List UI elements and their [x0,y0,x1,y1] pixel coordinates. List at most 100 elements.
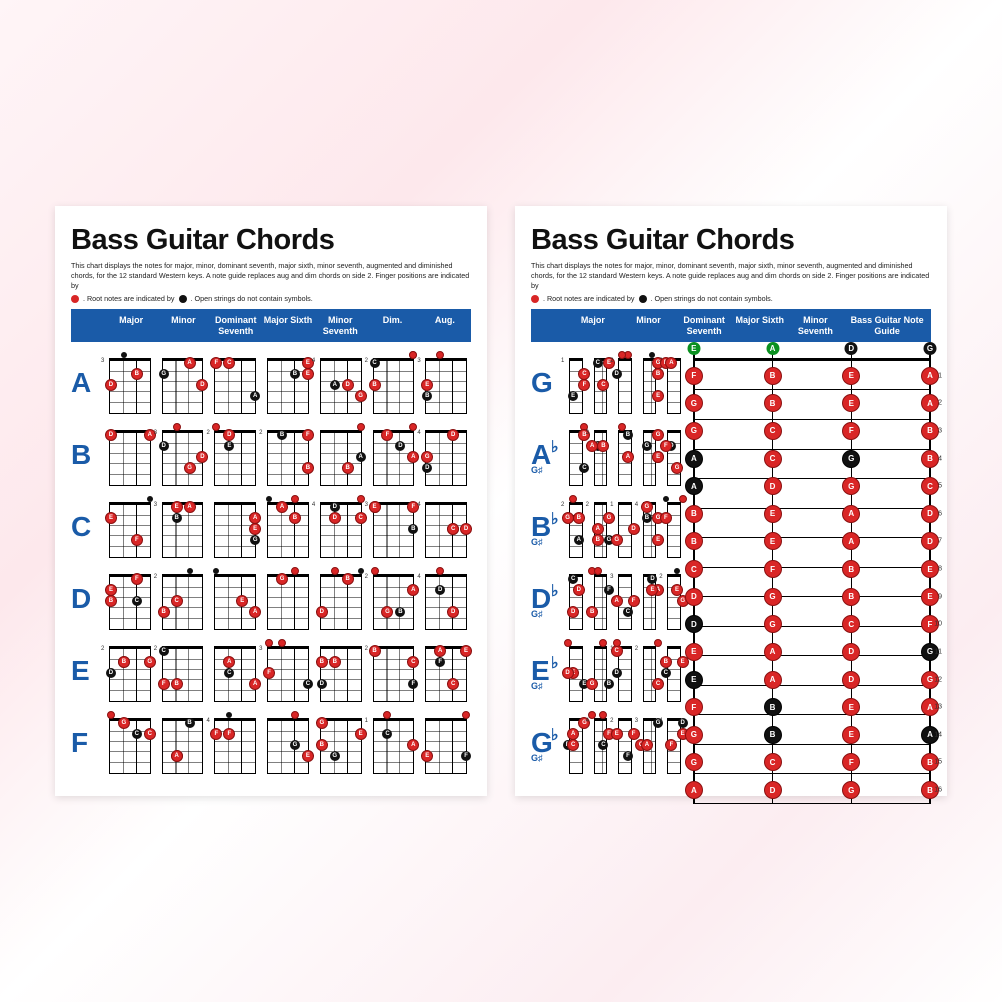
key-label: G [531,371,565,395]
fret-note: G [842,477,860,495]
key-label: E [71,659,105,683]
chord-diagram: 2ED [210,424,260,486]
chord-diagram: DAE [639,568,661,630]
fret-note: E [921,588,939,606]
chord-row: E♭G♯EEDBG1DC2CCBE [531,640,685,702]
chord-diagram: DBB [316,640,366,702]
fret-note: D [685,588,703,606]
chord-diagram: BEE [263,352,313,414]
chord-diagram: 1CA [369,712,419,774]
chord-diagram: 4BGGE [639,496,661,558]
finger-dot-icon [71,295,79,303]
subtitle-2: This chart displays the notes for major,… [531,261,931,290]
key-label: E♭G♯ [531,659,565,683]
fret-note: B [921,422,939,440]
fret-note: B [764,726,782,744]
fret-note: A [921,367,939,385]
chord-diagram: GEA [210,496,260,558]
key-label: B [71,443,105,467]
chord-row: G1ECFCCE2DEBG2AEA [531,352,685,414]
fret-note: F [842,422,860,440]
fret-note: C [764,422,782,440]
fret-note: D [842,643,860,661]
chord-rows-2: G1ECFCCE2DEBG2AEAA♭G♯CB3GBABAGGFEDFGB♭G♯… [531,352,685,774]
fret-note: F [842,753,860,771]
chord-diagram: BA [614,424,636,486]
fret-note: G [764,615,782,633]
chord-diagram: BG [590,640,612,702]
chord-row: CFE3BAEGEAAB4DDC3BEFE4DACD [71,496,471,558]
chord-diagram: CB [565,424,587,486]
root-dot-icon [639,295,647,303]
chord-diagram: 4CF [590,712,612,774]
chord-diagram: 2AEA [663,352,685,414]
chord-diagram: 4DFE [663,712,685,774]
poster-side-1: Bass Guitar Chords This chart displays t… [55,206,487,796]
fret-note: F [764,560,782,578]
fret-note: G [685,422,703,440]
chord-row: D♭G♯CDDFB3CAFDAE2GE [531,568,685,630]
chord-diagram: CDD [565,568,587,630]
key-label: C [71,515,105,539]
chord-diagram: 4FF [210,712,260,774]
fret-note: E [842,698,860,716]
chord-diagram: GE [263,712,313,774]
chord-diagram: 3DB [105,352,155,414]
poster-side-2: Bass Guitar Chords This chart displays t… [515,206,947,796]
chord-diagram: 3CAF [614,568,636,630]
fret-note: D [842,671,860,689]
fret-note: D [764,781,782,799]
fret-note: G [685,726,703,744]
chord-diagram: 3GBA [590,424,612,486]
chord-diagram: 2FEF [614,712,636,774]
title-2: Bass Guitar Chords [531,224,931,257]
fret-note: B [842,560,860,578]
fret-note: D [764,477,782,495]
chord-diagram: AB [263,496,313,558]
chord-diagram: 3CF [263,640,313,702]
chord-diagram: 2GBAG [590,496,612,558]
open-note: D [845,342,858,355]
chord-diagram: 1DGD [614,496,636,558]
legend-2: . Root notes are indicated by . Open str… [531,294,931,303]
chord-diagram: AFC [210,352,260,414]
fret-note: G [685,394,703,412]
chord-diagram: 3GGA [639,712,661,774]
chord-diagram: BBA [158,712,208,774]
root-dot-icon [179,295,187,303]
chord-diagram: CBEF [105,568,155,630]
chord-rows-1: A3DBGADAFCBEE4ADG2CB3BEBCAD3DDG2ED2BFBAB… [71,352,471,774]
chord-diagram: 3BAE [158,496,208,558]
fret-note: C [764,753,782,771]
key-label: F [71,731,105,755]
key-label: G♭G♯ [531,731,565,755]
fret-note: B [685,532,703,550]
fret-note: E [921,560,939,578]
key-label: D [71,587,105,611]
chord-diagram: CBE [663,640,685,702]
chord-diagram: FB [590,568,612,630]
fret-note: E [764,532,782,550]
chord-diagram: 3DDG [158,424,208,486]
open-note: E [687,342,700,355]
fret-note: F [685,367,703,385]
fret-note: G [685,753,703,771]
chord-diagram: DFA [369,424,419,486]
chord-diagram: GBEG [316,712,366,774]
fret-note: E [764,505,782,523]
chord-diagram: F [663,496,685,558]
chord-diagram: 2ABG [565,496,587,558]
fret-note: C [921,477,939,495]
fret-note: B [764,394,782,412]
chord-diagram: 2CFB [158,640,208,702]
chord-diagram: 4DACD [421,496,471,558]
fret-note: E [842,394,860,412]
fret-note: B [921,450,939,468]
title-1: Bass Guitar Chords [71,224,471,257]
chord-diagram: EBG [639,352,661,414]
fret-note: A [685,781,703,799]
chord-diagram: DFG [663,424,685,486]
key-label: A [71,371,105,395]
fret-note: A [685,450,703,468]
fret-note: A [842,532,860,550]
